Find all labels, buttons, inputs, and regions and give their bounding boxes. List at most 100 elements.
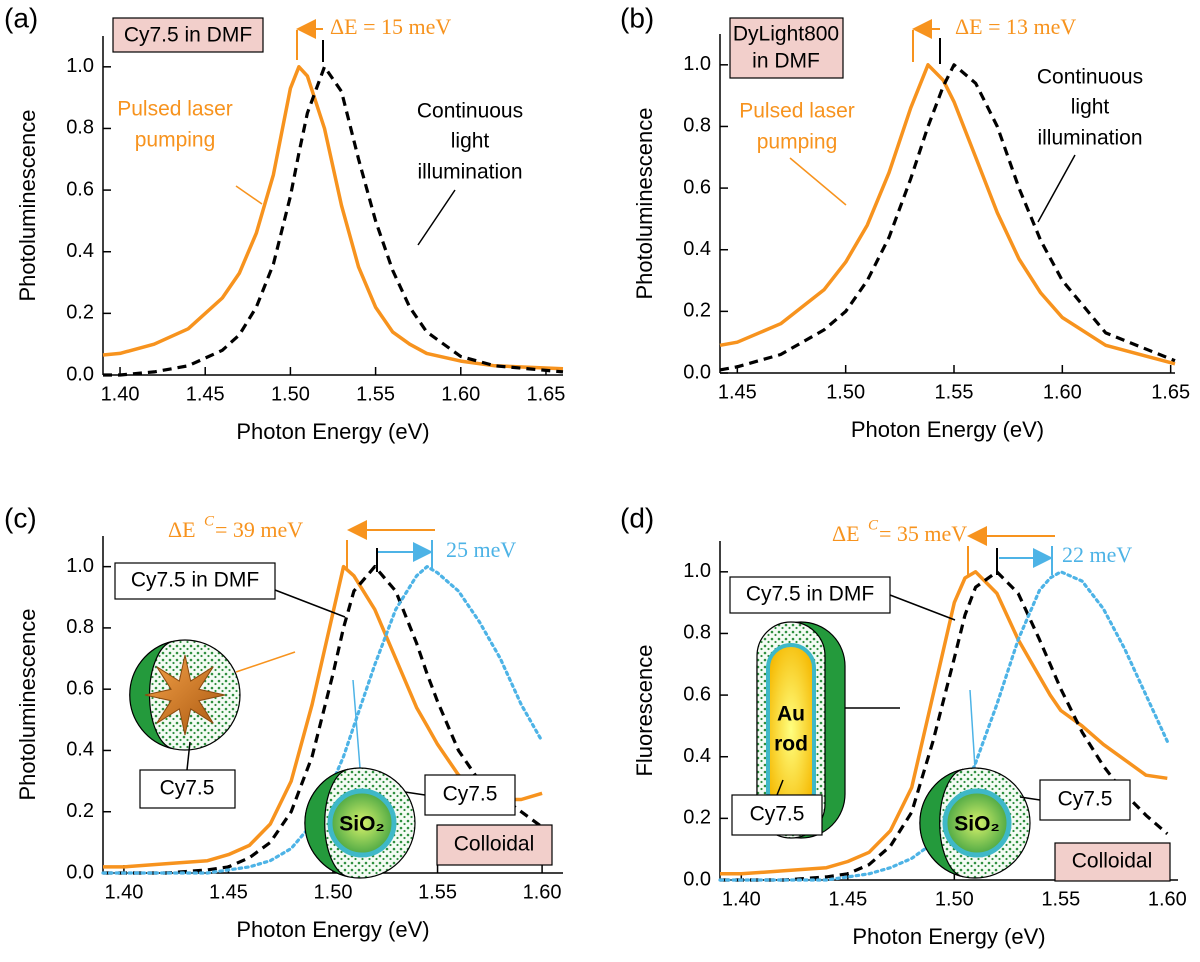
y-tick-label: 0.8 [683,622,711,644]
shift-label: 22 meV [1062,542,1132,567]
x-tick-label: 1.60 [1043,381,1082,403]
leader [889,594,956,621]
x-axis-label: Photon Energy (eV) [851,417,1044,442]
curve-label: Continuous [1037,66,1143,89]
spectrum-line [101,565,544,875]
y-tick-label: 0.0 [683,361,711,383]
spectrum-line [720,570,1169,882]
curve-label: Pulsed laser [117,98,233,121]
leader [404,791,426,796]
sample-label: DyLight800 [733,23,839,46]
y-tick-label: 0.8 [66,616,94,638]
y-tick-label: 0.8 [683,115,711,137]
y-tick-label: 1.0 [66,555,94,577]
leader [235,185,263,205]
leader [352,679,361,769]
shift-label: ΔE [832,521,860,546]
x-tick-label: 1.45 [718,381,757,403]
spectrum-line [720,570,1168,876]
y-tick-label: 0.2 [683,300,711,322]
curve-label: Continuous [417,100,523,123]
y-tick-label: 0.0 [66,861,94,883]
y-tick-label: 0.6 [683,176,711,198]
callout-label: Cy7.5 in DMF [746,583,874,606]
nanostar-illustration [129,639,241,751]
shift-label: C [868,517,879,533]
x-axis-label: Photon Energy (eV) [852,924,1045,949]
shift-label: = 39 meV [215,517,303,542]
y-tick-label: 0.2 [66,302,94,324]
x-tick-label: 1.60 [523,881,562,903]
x-tick-label: 1.50 [935,888,974,910]
spectrum-line [103,65,564,377]
x-tick-label: 1.55 [418,881,457,903]
x-axis-label: Photon Energy (eV) [236,917,429,942]
medium-label: Colloidal [454,833,535,856]
x-tick-label: 1.65 [1151,381,1190,403]
curve-label: Pulsed laser [739,100,855,123]
spectrum-line [719,63,1176,372]
curve-label: light [451,130,490,153]
curve-label: pumping [135,129,216,152]
callout-box [424,774,516,816]
leader [417,189,456,246]
y-tick-label: 1.0 [66,55,94,77]
y-tick-label: 0.0 [66,363,94,385]
x-tick-label: 1.50 [314,881,353,903]
x-tick-label: 1.45 [186,383,225,405]
y-tick-label: 0.4 [66,739,94,761]
panel-label: (d) [620,502,654,533]
shift-label: ΔE [168,517,196,542]
callout-label: Cy7.5 in DMF [131,569,259,592]
sample-box [729,17,844,79]
medium-box [1054,842,1171,882]
y-tick-label: 1.0 [683,53,711,75]
callout-box [729,576,891,614]
sample-label: in DMF [752,50,820,73]
curve-label: light [1071,96,1110,119]
y-tick-label: 0.6 [66,677,94,699]
core-label: SiO₂ [954,813,1000,836]
curve-label: illumination [1037,127,1142,150]
rod-label: rod [774,733,808,756]
leader [789,157,847,206]
callout-label: Cy7.5 [160,777,215,800]
callout-box [731,794,823,836]
x-tick-label: 1.40 [104,881,143,903]
rod-label: Au [777,703,805,726]
y-axis-label: Fluorescence [632,644,657,776]
y-axis-label: Photoluminescence [632,107,657,299]
leader [1019,796,1041,801]
medium-label: Colloidal [1072,850,1153,873]
silica-illustration [304,767,416,879]
leader [274,589,346,618]
x-tick-label: 1.65 [526,383,565,405]
callout-box [139,769,236,809]
leader [969,689,976,769]
x-tick-label: 1.45 [209,881,248,903]
x-tick-label: 1.60 [1148,888,1187,910]
x-tick-label: 1.45 [828,888,867,910]
y-tick-label: 0.4 [683,745,711,767]
leader [235,651,296,673]
panel-label: (b) [620,2,654,33]
x-tick-label: 1.40 [722,888,761,910]
y-tick-label: 1.0 [683,560,711,582]
nanorod-illustration [756,621,846,839]
spectrum-line [719,63,1176,366]
x-tick-label: 1.50 [271,383,310,405]
y-tick-label: 0.2 [683,807,711,829]
panel-label: (c) [4,502,37,533]
callout-box [1039,779,1131,821]
x-axis-label: Photon Energy (eV) [236,419,429,444]
x-tick-label: 1.55 [356,383,395,405]
y-tick-label: 0.6 [683,683,711,705]
shift-label: ΔE = 13 meV [955,14,1076,39]
x-tick-label: 1.55 [1041,888,1080,910]
y-tick-label: 0.4 [66,240,94,262]
curve-label: pumping [757,131,838,154]
leader [186,741,191,771]
shift-label: ΔE = 15 meV [330,14,451,39]
medium-box [436,824,553,866]
